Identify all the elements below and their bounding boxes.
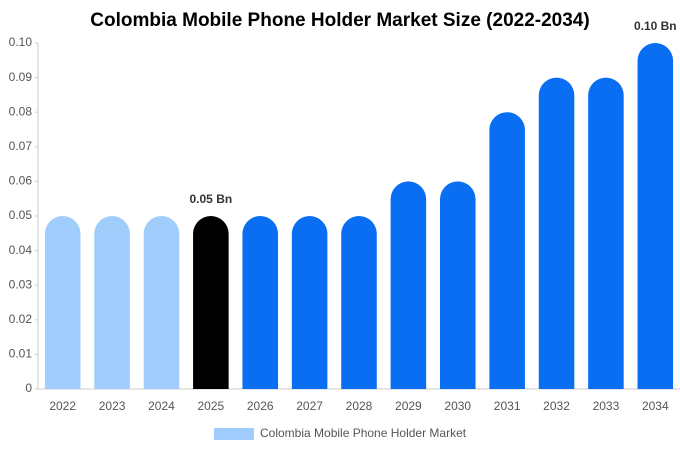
value-label: 0.05 Bn	[190, 192, 233, 206]
legend-label: Colombia Mobile Phone Holder Market	[260, 426, 467, 440]
x-tick-label: 2024	[148, 399, 175, 413]
y-tick-label: 0.01	[9, 347, 33, 361]
bar	[637, 42, 674, 389]
bar	[44, 216, 81, 389]
bar	[242, 215, 279, 389]
y-tick-label: 0.09	[9, 70, 33, 84]
x-tick-label: 2026	[247, 399, 274, 413]
x-tick-label: 2025	[197, 399, 224, 413]
y-tick-label: 0.04	[9, 243, 33, 257]
bar	[588, 77, 624, 390]
x-tick-label: 2022	[49, 399, 76, 413]
y-tick-label: 0.03	[9, 277, 33, 291]
x-tick-label: 2033	[593, 399, 620, 413]
value-label: 0.10 Bn	[634, 19, 677, 33]
y-tick-label: 0	[25, 381, 32, 395]
x-tick-label: 2032	[543, 399, 570, 413]
legend-swatch	[214, 428, 254, 440]
y-tick-label: 0.02	[9, 312, 33, 326]
x-tick-label: 2029	[395, 399, 422, 413]
x-tick-label: 2030	[444, 399, 471, 413]
y-tick-label: 0.06	[9, 174, 33, 188]
bar	[291, 215, 328, 389]
bar	[538, 77, 575, 389]
x-tick-label: 2023	[99, 399, 126, 413]
x-tick-label: 2028	[346, 399, 373, 413]
bar	[390, 181, 427, 389]
y-tick-label: 0.10	[9, 35, 33, 49]
bar	[439, 181, 476, 389]
bar	[341, 215, 377, 389]
bar	[143, 216, 180, 389]
y-tick-label: 0.05	[9, 208, 33, 222]
chart-title: Colombia Mobile Phone Holder Market Size…	[90, 10, 589, 31]
bar	[94, 216, 130, 389]
x-tick-label: 2027	[296, 399, 323, 413]
x-tick-label: 2034	[642, 399, 669, 413]
bar	[489, 112, 525, 389]
y-tick-label: 0.07	[9, 139, 33, 153]
x-tick-label: 2031	[494, 399, 521, 413]
bar	[193, 216, 229, 389]
y-tick-label: 0.08	[9, 104, 33, 118]
